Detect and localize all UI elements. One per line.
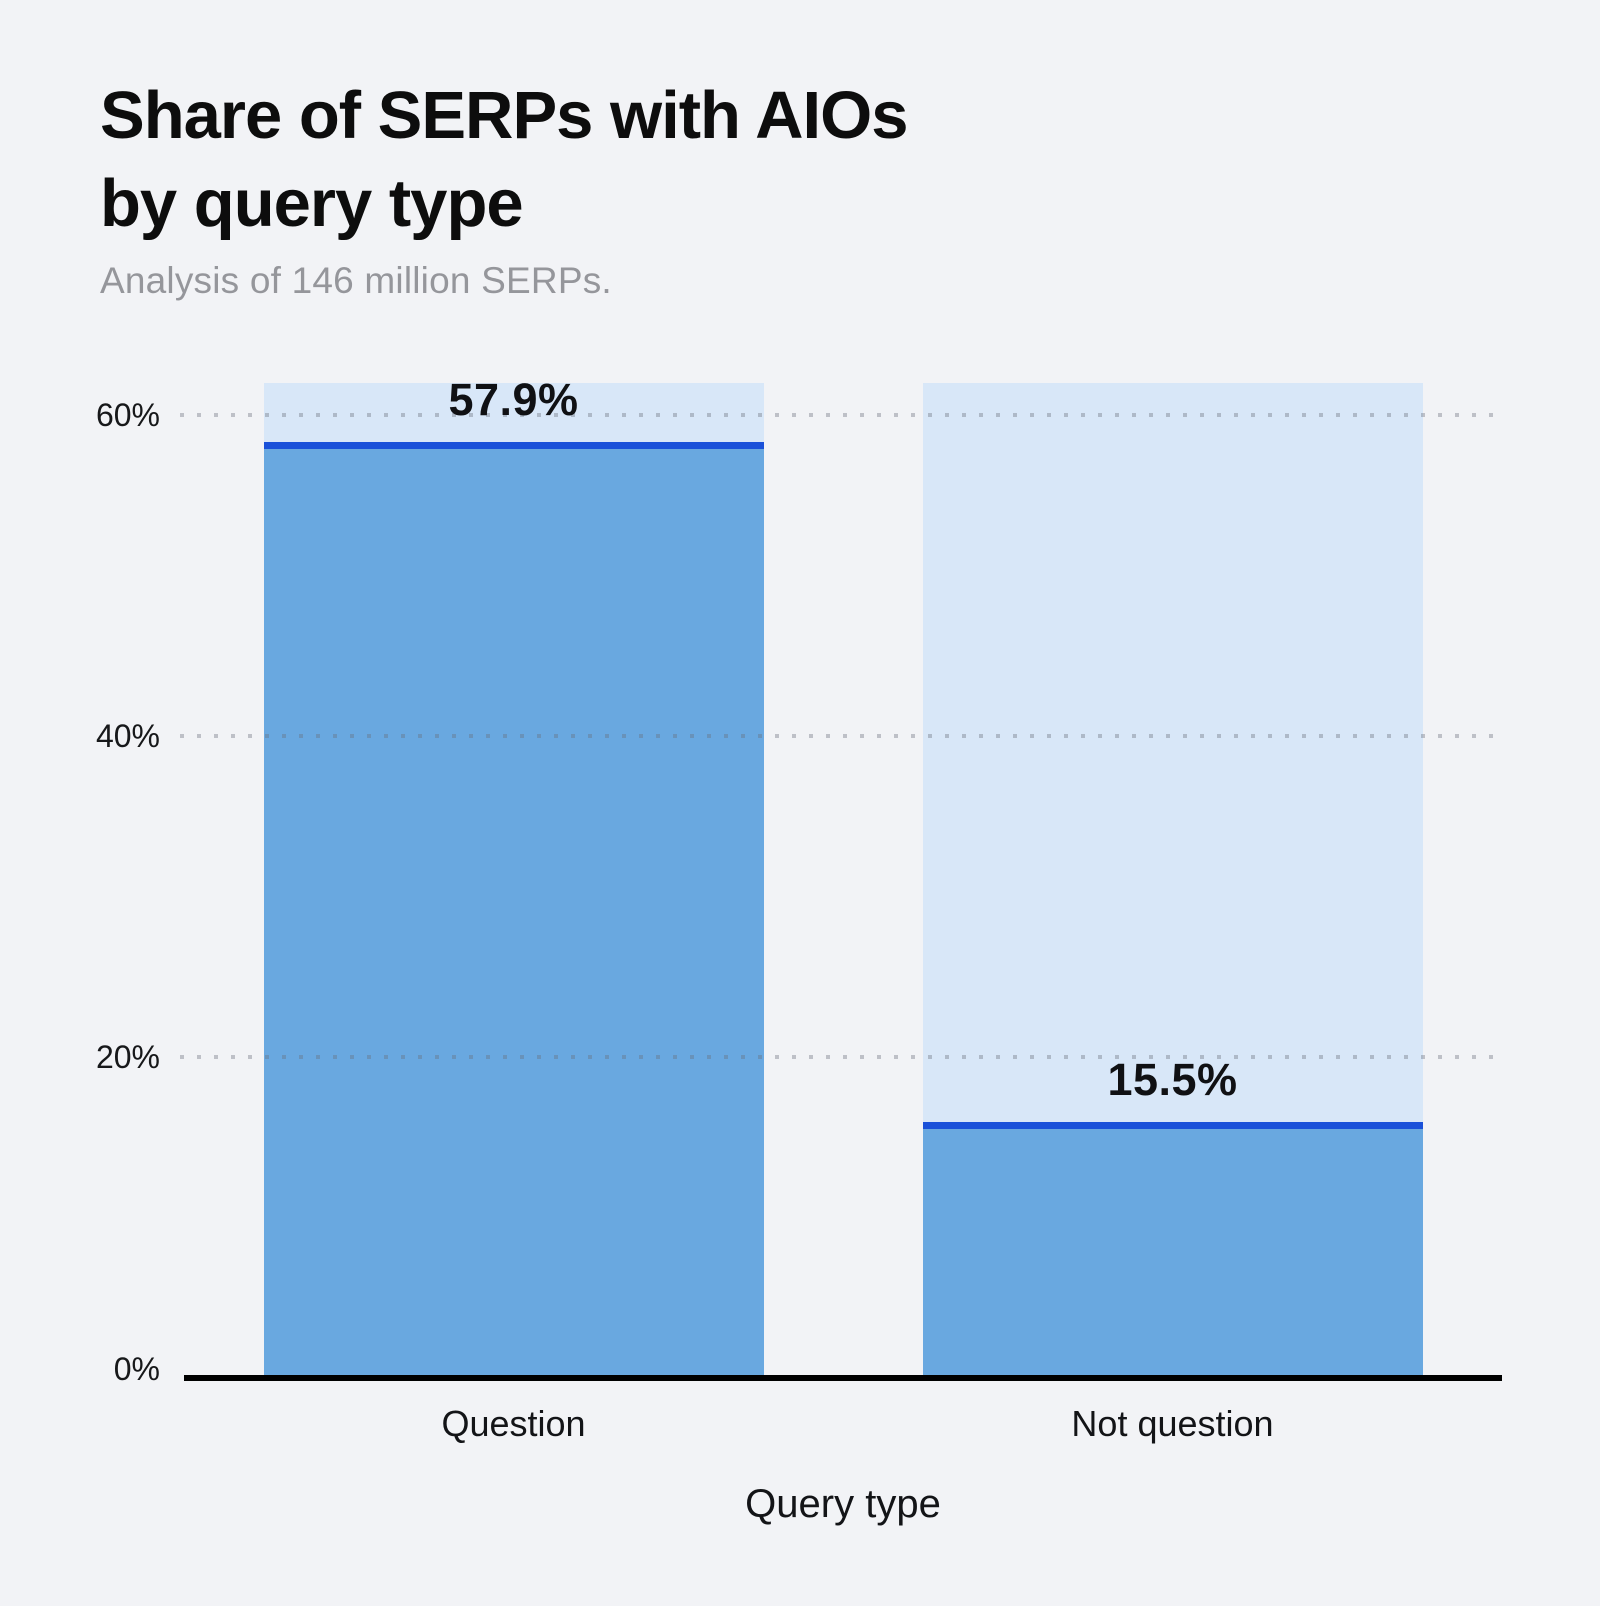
x-tick-label: Question — [441, 1403, 586, 1444]
y-tick-label-0: 0% — [113, 1351, 160, 1387]
y-gridline-60 — [180, 413, 1498, 418]
bar-fill — [263, 448, 764, 1378]
chart-title-line2: by query type — [100, 166, 524, 242]
bar-fill — [922, 1129, 1423, 1378]
y-gridline-40 — [180, 734, 1498, 739]
bar-value-label: 15.5% — [1107, 1054, 1238, 1106]
y-tick-label-20: 20% — [95, 1039, 160, 1076]
x-tick-label: Not question — [1071, 1403, 1274, 1444]
chart-title: Share of SERPs with AIOs by query type — [100, 72, 908, 249]
x-axis-line — [184, 1375, 1502, 1381]
y-gridline-20 — [180, 1055, 1498, 1060]
chart-subtitle: Analysis of 146 million SERPs. — [100, 260, 612, 301]
x-axis-title: Query type — [745, 1482, 941, 1526]
bar-value-label: 57.9% — [448, 373, 579, 425]
bar-marker-line — [263, 441, 764, 449]
bar-marker-line — [922, 1122, 1423, 1130]
y-tick-label-60: 60% — [95, 397, 160, 434]
y-tick-label-40: 40% — [95, 718, 160, 755]
chart-title-line1: Share of SERPs with AIOs — [100, 78, 908, 153]
